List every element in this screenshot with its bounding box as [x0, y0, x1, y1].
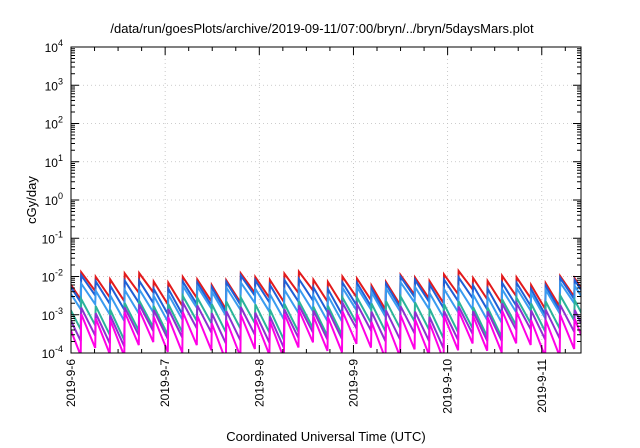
y-tick-label: 10-4	[42, 344, 63, 361]
x-axis: 2019-9-6 2019-9-7 2019-9-8 2019-9-9 2019-9-1…	[64, 47, 566, 414]
series-layer	[71, 268, 581, 353]
series-line	[71, 309, 581, 353]
y-tick-label: 10-2	[42, 268, 63, 285]
series-line	[71, 291, 581, 341]
x-tick-label: 2019-9-11	[535, 359, 549, 413]
y-tick-label: 104	[45, 38, 63, 55]
y-tick-label: 10-3	[42, 306, 63, 323]
y-tick-label: 100	[45, 191, 63, 208]
y-tick-label: 101	[45, 153, 63, 170]
x-axis-label: Coordinated Universal Time (UTC)	[226, 429, 425, 444]
x-tick-label: 2019-9-10	[441, 359, 455, 414]
x-tick-label: 2019-9-9	[346, 359, 360, 407]
y-tick-label: 102	[45, 115, 63, 132]
y-axis: 10-4 10-3 10-2 10-1 100 101 102 103 104	[42, 38, 581, 361]
chart-title: /data/run/goesPlots/archive/2019-09-11/0…	[110, 21, 534, 36]
x-tick-label: 2019-9-8	[252, 359, 266, 407]
x-tick-label: 2019-9-6	[64, 359, 78, 407]
series-line	[71, 268, 581, 314]
y-axis-label: cGy/day	[24, 176, 39, 224]
series-line	[71, 298, 581, 349]
series-line	[71, 279, 581, 327]
y-tick-label: 103	[45, 76, 63, 93]
x-tick-label: 2019-9-7	[158, 359, 172, 407]
y-tick-label: 10-1	[42, 229, 63, 246]
series-line	[71, 272, 581, 319]
